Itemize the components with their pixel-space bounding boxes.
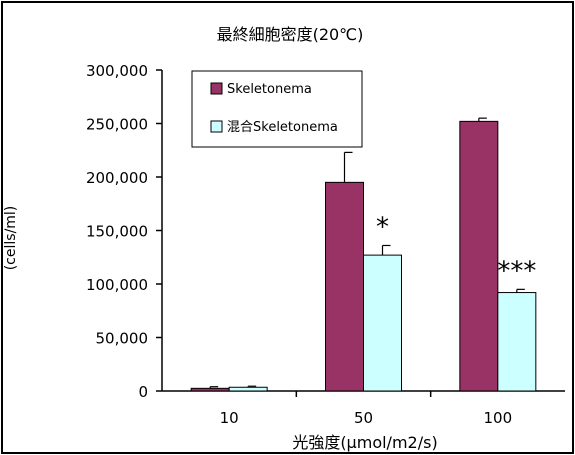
bar-skeletonema (459, 120, 499, 392)
legend-swatch (210, 120, 223, 133)
bar-mixed-skeletonema (228, 386, 268, 392)
bar-mixed-skeletonema (497, 292, 537, 392)
legend-label: 混合Skeletonema (227, 120, 338, 135)
chart-title: 最終細胞密度(20℃) (217, 25, 364, 44)
x-axis-label: 光強度(μmol/m2/s) (292, 433, 437, 452)
bar-skeletonema (190, 387, 230, 392)
y-tick-label: 50,000 (96, 330, 149, 348)
legend-label: Skeletonema (227, 82, 312, 97)
y-axis-label: (cells/ml) (3, 206, 19, 271)
y-tick-label: 250,000 (86, 116, 148, 134)
y-tick-label: 150,000 (86, 223, 148, 241)
y-tick-label: 300,000 (86, 62, 148, 80)
significance-marker: * (376, 212, 389, 242)
significance-marker: *** (497, 256, 536, 286)
bar-mixed-skeletonema (363, 254, 402, 392)
legend-swatch (210, 82, 223, 95)
y-tick-label: 100,000 (86, 276, 148, 294)
bar-skeletonema (325, 181, 364, 392)
y-tick-label: 0 (138, 383, 148, 401)
y-tick-label: 200,000 (86, 169, 148, 187)
x-tick-label: 100 (484, 409, 513, 427)
x-tick-label: 50 (354, 409, 373, 427)
x-tick-label: 10 (220, 409, 239, 427)
